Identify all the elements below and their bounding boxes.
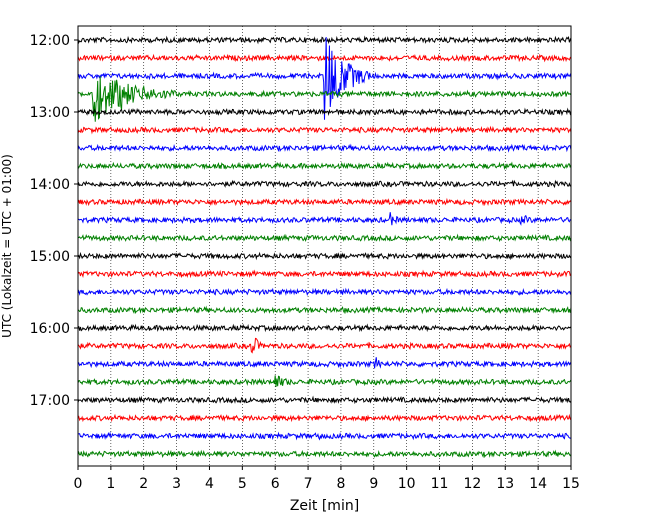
- y-tick-label: 16:00: [30, 321, 70, 337]
- trace-1645: [78, 375, 571, 387]
- x-tick-label: 13: [496, 476, 514, 492]
- trace-1215: [78, 53, 571, 63]
- x-tick-label: 1: [106, 476, 115, 492]
- x-tick-label: 15: [562, 476, 580, 492]
- x-axis-label: Zeit [min]: [290, 498, 359, 514]
- x-axis-ticks: 0 1 2 3 4 5 6 7 8 9 10 11 12 13 14 15: [74, 466, 580, 492]
- plot-frame: [77, 25, 572, 467]
- y-axis-label: UTC (Lokalzeit = UTC + 01:00): [0, 154, 14, 338]
- trace-1245: [78, 76, 571, 122]
- x-tick-label: 11: [431, 476, 449, 492]
- trace-1745: [78, 449, 571, 458]
- trace-1700: [78, 395, 571, 405]
- y-tick-label: 14:00: [30, 177, 70, 193]
- trace-1415: [78, 197, 571, 207]
- x-tick-label: 14: [529, 476, 547, 492]
- x-tick-label: 8: [336, 476, 345, 492]
- y-tick-label: 12:00: [30, 33, 70, 49]
- x-tick-label: 2: [139, 476, 148, 492]
- trace-1600: [78, 323, 571, 333]
- trace-1315: [78, 125, 571, 135]
- trace-1615: [78, 337, 571, 354]
- trace-1400: [78, 179, 571, 189]
- trace-1330: [78, 143, 571, 153]
- trace-1630: [78, 357, 571, 369]
- x-tick-label: 5: [238, 476, 247, 492]
- trace-1730: [78, 431, 571, 441]
- y-tick-label: 13:00: [30, 105, 70, 121]
- x-tick-label: 0: [74, 476, 83, 492]
- trace-1545: [78, 305, 571, 315]
- x-tick-label: 7: [304, 476, 313, 492]
- x-tick-label: 3: [172, 476, 181, 492]
- y-tick-label: 17:00: [30, 393, 70, 409]
- trace-1430: [78, 212, 571, 226]
- trace-1530: [78, 287, 571, 296]
- y-tick-label: 15:00: [30, 249, 70, 265]
- x-tick-label: 10: [398, 476, 416, 492]
- trace-1515: [78, 269, 571, 279]
- trace-1300: [78, 107, 571, 117]
- grid-lines: [110, 26, 539, 466]
- trace-1715: [78, 413, 571, 423]
- trace-1345: [78, 161, 571, 171]
- seismic-traces: [78, 35, 571, 458]
- trace-1500: [78, 251, 571, 261]
- x-tick-label: 12: [463, 476, 481, 492]
- x-tick-label: 6: [271, 476, 280, 492]
- trace-1445: [78, 233, 571, 243]
- x-tick-label: 9: [369, 476, 378, 492]
- x-tick-label: 4: [205, 476, 214, 492]
- y-axis-ticks: 12:00 13:00 14:00 15:00 16:00 17:00: [30, 33, 78, 409]
- trace-1200: [78, 35, 571, 45]
- trace-1230: [78, 37, 571, 120]
